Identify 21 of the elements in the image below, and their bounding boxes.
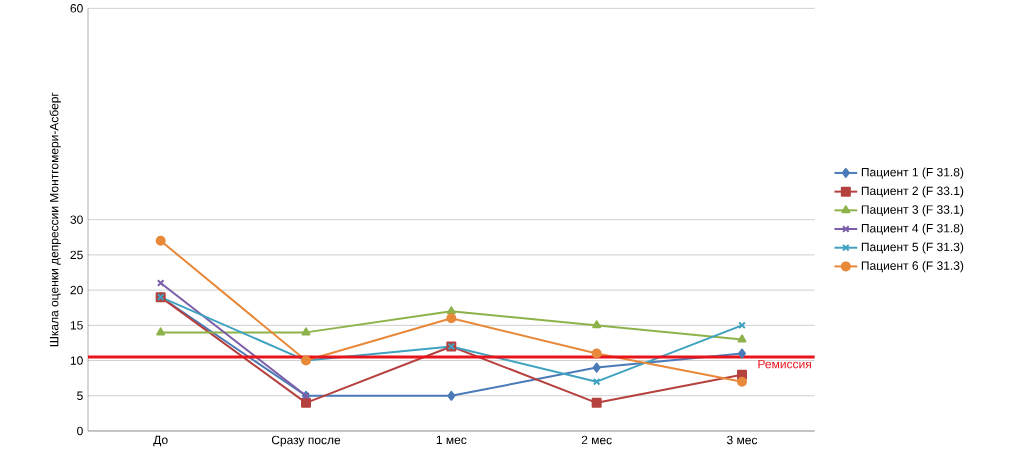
y-tick-label: 0 xyxy=(77,426,83,436)
legend-label: Пациент 1 (F 31.8) xyxy=(861,167,964,179)
x-tick-label: 1 мес xyxy=(436,435,467,445)
legend-label: Пациент 5 (F 31.3) xyxy=(861,242,964,254)
legend-label: Пациент 4 (F 31.8) xyxy=(861,223,964,235)
y-tick-label: 15 xyxy=(70,321,83,330)
legend-label: Пациент 6 (F 31.3) xyxy=(861,261,964,273)
legend-label: Пациент 2 (F 33.1) xyxy=(861,186,964,198)
y-axis-title: Шкала оценки депрессии Монтгомери-Асберг xyxy=(49,92,61,347)
y-tick-label: 5 xyxy=(77,391,83,400)
legend-label: Пациент 3 (F 33.1) xyxy=(861,204,964,217)
x-tick-label: 3 мес xyxy=(727,435,758,445)
y-tick-label: 60 xyxy=(70,4,83,13)
x-tick-label: Сразу после xyxy=(271,435,341,447)
x-tick-label: 2 мес xyxy=(581,435,612,445)
y-tick-label: 25 xyxy=(70,250,83,260)
y-tick-label: 30 xyxy=(70,215,83,224)
ref-line-label: Ремиссия xyxy=(758,359,811,369)
y-tick-label: 10 xyxy=(70,356,83,365)
x-tick-label: До xyxy=(153,435,168,447)
y-tick-label: 20 xyxy=(70,285,83,295)
